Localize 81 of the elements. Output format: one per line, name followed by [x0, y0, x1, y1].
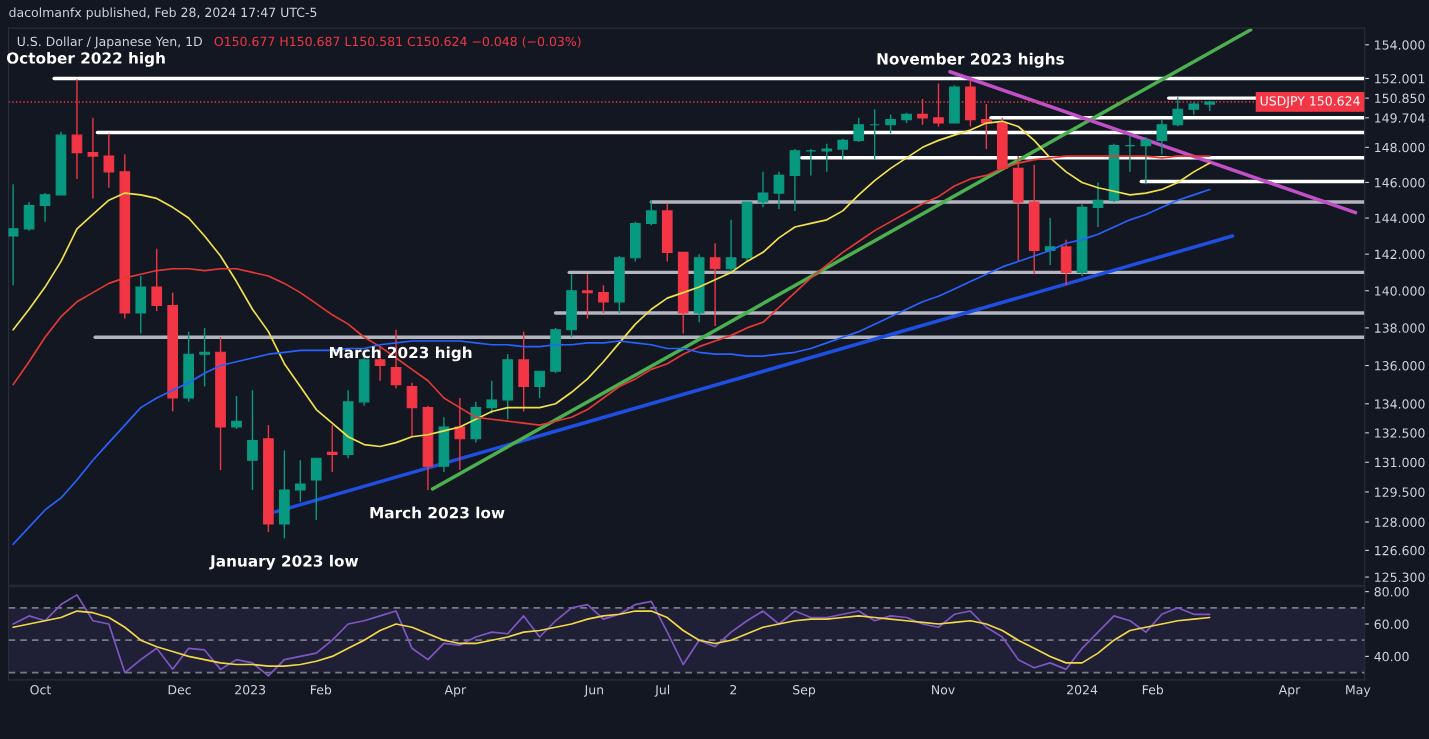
y-tick-label: 152.001 — [1375, 73, 1425, 84]
candlestick — [598, 284, 609, 314]
y-tick-label: 148.000 — [1375, 142, 1425, 153]
candlestick — [645, 199, 657, 226]
y-tick-label: 132.500 — [1375, 428, 1425, 438]
line-series — [12, 188, 1211, 546]
y-tick-label: 128.000 — [1375, 517, 1425, 527]
x-tick-label: Sep — [793, 684, 816, 697]
candlestick — [454, 397, 466, 471]
y-tick-label: 60.00 — [1374, 619, 1409, 629]
candlestick — [1172, 96, 1184, 128]
x-tick-label: 2024 — [1067, 684, 1098, 695]
y-tick-label: 149.704 — [1375, 113, 1425, 123]
candlestick — [8, 183, 19, 286]
candlestick — [773, 171, 785, 210]
candlestick — [406, 382, 418, 438]
y-tick-label: 40.00 — [1374, 651, 1409, 662]
y-tick-label: 126.600 — [1375, 545, 1425, 556]
y-tick-label: 129.500 — [1375, 487, 1425, 497]
line-series — [12, 155, 1211, 426]
y-tick-label: 144.000 — [1375, 213, 1425, 223]
candlestick — [310, 457, 322, 521]
candlestick — [853, 117, 865, 143]
candlestick — [869, 108, 881, 161]
annotation: November 2023 highs — [877, 52, 1064, 68]
candlestick — [326, 424, 338, 473]
line-series — [12, 594, 1211, 677]
x-tick-label: Jun — [583, 685, 604, 697]
x-tick-label: May — [1346, 685, 1371, 697]
text: O150.677 H150.687 L150.581 C150.624 −0.048 (−0.03%) — [214, 36, 581, 48]
candlestick — [294, 459, 306, 503]
ref-line-label: USDJPY 150.624 — [1260, 96, 1360, 108]
text: dacolmanfx published, Feb 28, 2024 17:47 UTC-5 — [9, 7, 317, 20]
candlestick — [757, 171, 769, 209]
candlestick — [1156, 118, 1168, 156]
candlestick — [231, 395, 242, 430]
candlestick — [1092, 181, 1104, 228]
candlestick — [151, 248, 163, 312]
x-tick-label: Feb — [310, 684, 332, 695]
candlestick — [725, 219, 737, 274]
y-tick-label: 125.300 — [1375, 572, 1425, 582]
line-series — [12, 610, 1211, 667]
y-tick-label: 150.850 — [1375, 93, 1425, 104]
text: U.S. Dollar / Japanese Yen, 1D — [17, 36, 202, 49]
x-tick-label: Apr — [1278, 685, 1301, 697]
x-tick-label: 2023 — [235, 684, 266, 695]
y-tick-label: 80.00 — [1374, 587, 1409, 597]
x-tick-label: Oct — [30, 684, 51, 695]
candlestick — [23, 201, 35, 232]
x-tick-label: 2 — [730, 684, 737, 695]
y-tick-label: 146.000 — [1375, 177, 1425, 188]
x-tick-label: Feb — [1142, 684, 1164, 695]
y-tick-label: 142.000 — [1375, 249, 1425, 260]
y-tick-label: 131.000 — [1375, 457, 1425, 468]
candlestick — [199, 327, 210, 388]
candlestick — [39, 192, 51, 223]
candlestick — [805, 148, 817, 177]
candlestick — [1124, 134, 1136, 173]
annotation: October 2022 high — [6, 51, 165, 67]
line-series — [12, 120, 1211, 448]
candlestick — [247, 389, 258, 491]
candlestick — [885, 113, 896, 135]
candlestick — [582, 273, 593, 320]
x-tick-label: Dec — [168, 685, 191, 695]
y-tick-label: 138.000 — [1375, 323, 1425, 333]
annotation: January 2023 low — [209, 554, 359, 570]
x-tick-label: Jul — [654, 684, 670, 697]
annotation: March 2023 low — [370, 506, 505, 519]
candlestick — [709, 242, 721, 327]
candlestick — [534, 370, 545, 399]
candlestick — [103, 132, 115, 189]
y-tick-label: 136.000 — [1375, 361, 1425, 371]
candlestick — [1140, 136, 1152, 185]
x-tick-label: Nov — [932, 685, 955, 695]
candlestick — [837, 137, 849, 161]
x-tick-label: Apr — [444, 685, 467, 697]
candlestick — [821, 143, 833, 173]
candlestick — [87, 117, 99, 200]
y-tick-label: 134.000 — [1375, 399, 1425, 409]
y-tick-label: 140.000 — [1375, 286, 1425, 296]
y-tick-label: 154.000 — [1375, 40, 1425, 50]
